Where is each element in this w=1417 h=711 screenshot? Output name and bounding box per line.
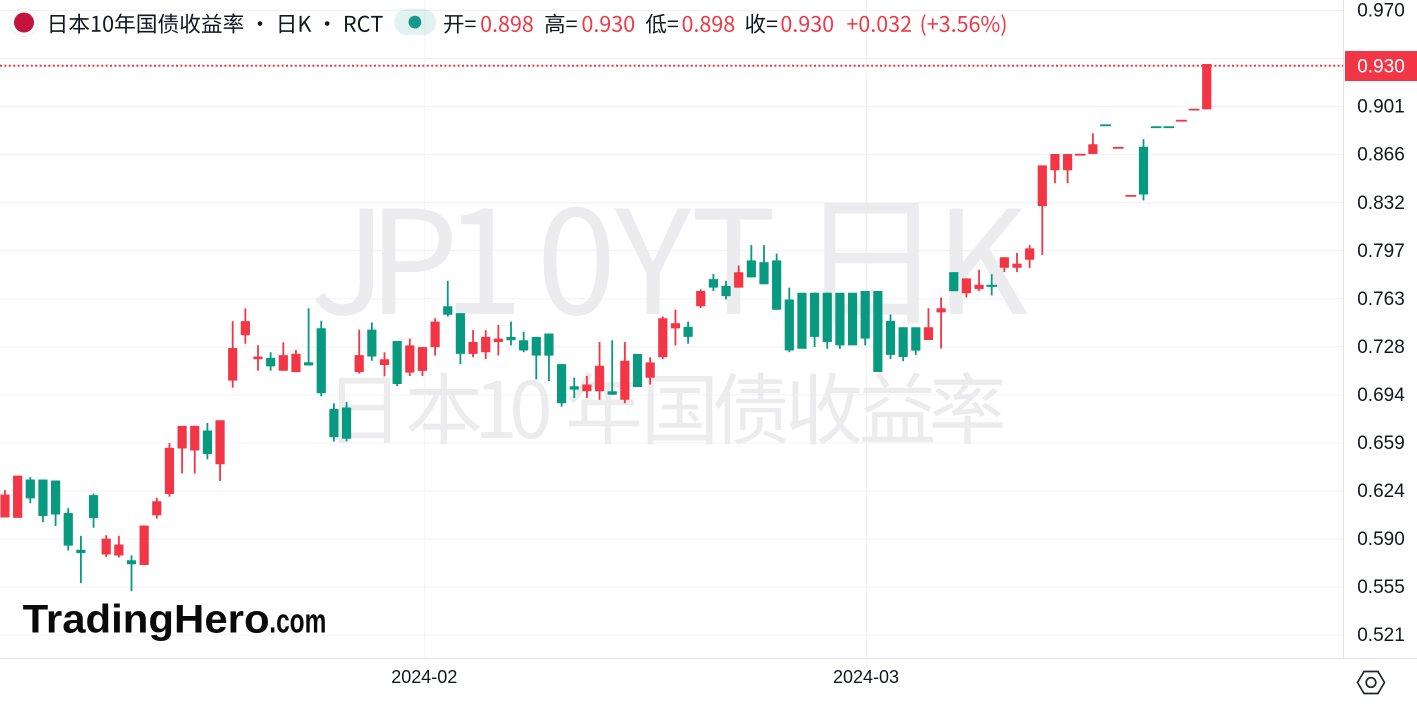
svg-text:0.555: 0.555: [1357, 577, 1405, 598]
svg-text:2024-02: 2024-02: [391, 667, 457, 687]
svg-text:0.763: 0.763: [1357, 289, 1405, 310]
svg-text:2024-03: 2024-03: [833, 667, 899, 687]
svg-text:0.624: 0.624: [1357, 481, 1405, 502]
svg-text:0.728: 0.728: [1357, 337, 1405, 358]
svg-text:TradingHero: TradingHero: [23, 597, 270, 641]
svg-text:0.797: 0.797: [1357, 241, 1405, 262]
svg-text:0.659: 0.659: [1357, 433, 1405, 454]
svg-text:0.901: 0.901: [1357, 97, 1405, 118]
svg-text:0.521: 0.521: [1357, 625, 1405, 646]
svg-text:0.590: 0.590: [1357, 529, 1405, 550]
svg-text:0.866: 0.866: [1357, 145, 1405, 166]
svg-text:.com: .com: [269, 602, 326, 640]
svg-text:0.930: 0.930: [1357, 57, 1405, 78]
svg-text:0.832: 0.832: [1357, 193, 1405, 214]
svg-text:0.694: 0.694: [1357, 385, 1405, 406]
svg-text:0.970: 0.970: [1357, 1, 1405, 22]
